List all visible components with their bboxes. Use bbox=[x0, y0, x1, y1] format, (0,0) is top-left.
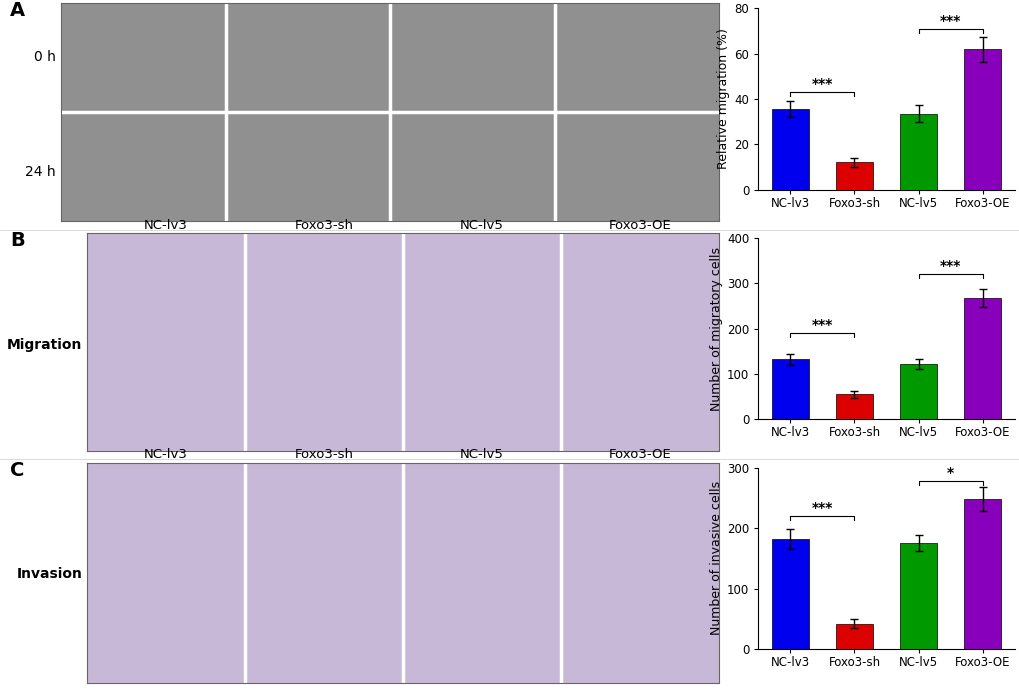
Text: Foxo3-sh: Foxo3-sh bbox=[278, 0, 337, 2]
Bar bbox=[771, 360, 808, 420]
Y-axis label: Number of invasive cells: Number of invasive cells bbox=[709, 481, 722, 635]
Text: Foxo3-OE: Foxo3-OE bbox=[608, 218, 671, 232]
Text: A: A bbox=[10, 1, 25, 21]
Text: Foxo3-sh: Foxo3-sh bbox=[294, 218, 353, 232]
Y-axis label: Number of migratory cells: Number of migratory cells bbox=[709, 247, 722, 411]
Text: Foxo3-sh: Foxo3-sh bbox=[294, 449, 353, 462]
Bar bbox=[899, 364, 936, 420]
Bar bbox=[835, 163, 872, 189]
Bar bbox=[835, 394, 872, 420]
Bar bbox=[963, 49, 1001, 189]
Bar bbox=[771, 539, 808, 649]
Text: NC-lv5: NC-lv5 bbox=[460, 218, 503, 232]
Text: B: B bbox=[10, 231, 24, 250]
Text: ***: *** bbox=[940, 259, 961, 274]
Text: ***: *** bbox=[811, 77, 833, 91]
Text: C: C bbox=[10, 461, 24, 480]
Bar bbox=[899, 543, 936, 649]
Bar bbox=[835, 624, 872, 649]
Text: Migration: Migration bbox=[7, 338, 83, 351]
Text: Foxo3-OE: Foxo3-OE bbox=[608, 449, 671, 462]
Text: 24 h: 24 h bbox=[25, 165, 56, 179]
Bar bbox=[963, 298, 1001, 420]
Text: NC-lv3: NC-lv3 bbox=[121, 0, 165, 2]
Text: Invasion: Invasion bbox=[16, 567, 83, 581]
Bar bbox=[771, 109, 808, 189]
Text: Foxo3-OE: Foxo3-OE bbox=[605, 0, 667, 2]
Text: *: * bbox=[947, 466, 954, 480]
Text: ***: *** bbox=[940, 14, 961, 28]
Text: ***: *** bbox=[811, 318, 833, 332]
Text: ***: *** bbox=[811, 501, 833, 515]
Bar bbox=[899, 114, 936, 189]
Text: NC-lv5: NC-lv5 bbox=[450, 0, 494, 2]
Text: NC-lv3: NC-lv3 bbox=[144, 218, 187, 232]
Text: 0 h: 0 h bbox=[35, 50, 56, 64]
Bar bbox=[963, 499, 1001, 649]
Text: NC-lv3: NC-lv3 bbox=[144, 449, 187, 462]
Y-axis label: Relative migration (%): Relative migration (%) bbox=[716, 28, 730, 169]
Text: NC-lv5: NC-lv5 bbox=[460, 449, 503, 462]
